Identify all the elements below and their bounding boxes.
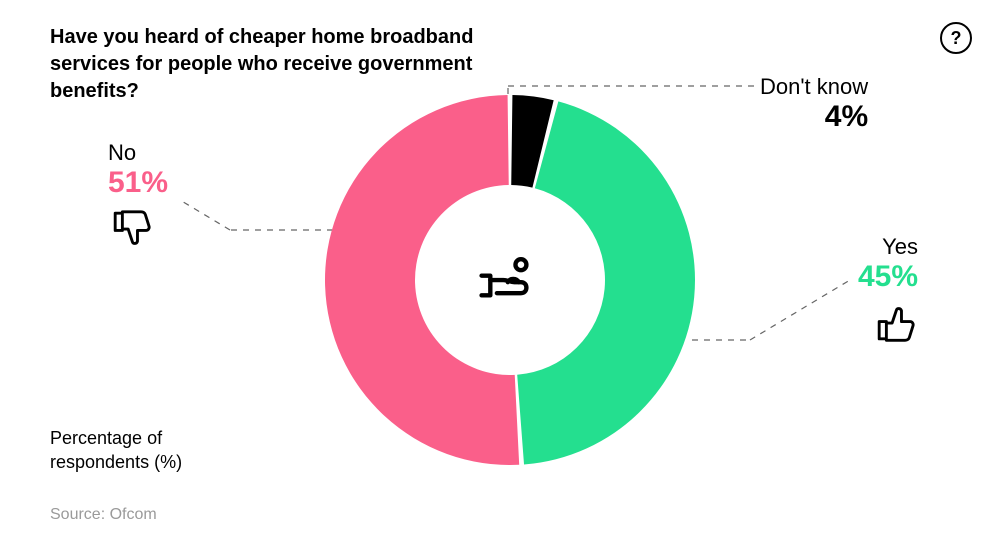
callout-yes: Yes 45%	[858, 234, 918, 351]
axis-label: Percentage of respondents (%)	[50, 427, 230, 474]
callout-pct: 45%	[858, 260, 918, 294]
thumbs-up-icon	[858, 300, 918, 351]
callout-label: Yes	[858, 234, 918, 260]
callout-pct: 4%	[760, 100, 868, 134]
source-text: Source: Ofcom	[50, 506, 157, 524]
hand-coin-icon	[475, 245, 545, 315]
chart-canvas: Have you heard of cheaper home broadband…	[0, 0, 1000, 550]
callout-label: Don't know	[760, 74, 868, 100]
donut-chart	[320, 90, 700, 470]
callout-pct: 51%	[108, 166, 168, 200]
help-icon[interactable]: ?	[940, 22, 972, 54]
callout-label: No	[108, 140, 168, 166]
callout-no: No 51%	[108, 140, 168, 257]
callout-dontknow: Don't know 4%	[760, 74, 868, 134]
help-glyph: ?	[951, 28, 962, 49]
thumbs-down-icon	[108, 206, 168, 257]
donut-center	[435, 205, 585, 355]
